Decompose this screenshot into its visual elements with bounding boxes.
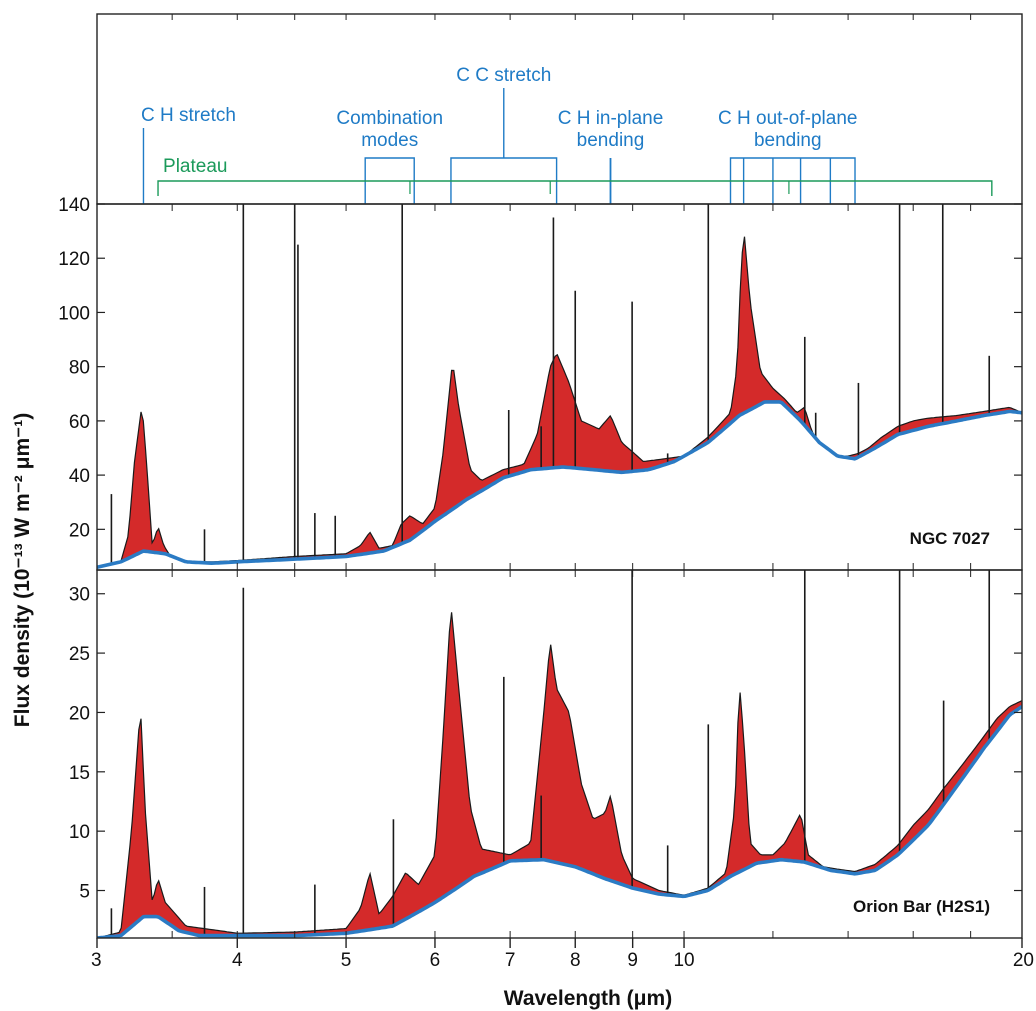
y-tick-label: 60: [69, 412, 90, 433]
x-tick-label: 5: [341, 950, 352, 971]
plateau-label: Plateau: [163, 156, 227, 177]
feature-fill: [97, 236, 1022, 568]
panel-frame: [96, 569, 1023, 939]
continuum-line: [97, 705, 1022, 938]
y-tick-label: 15: [69, 763, 90, 784]
y-tick-label: 5: [79, 882, 90, 903]
x-tick-label: 6: [430, 950, 441, 971]
axes: 3 4 5 6 7 8 9 10 20: [91, 938, 1034, 971]
panel-plot-area: [97, 204, 1022, 570]
panel-label: Orion Bar (H2S1): [853, 897, 990, 916]
panel-plot-area: [97, 570, 1022, 938]
band-label-combination-modes: Combination: [336, 108, 443, 129]
y-axis-title: Flux density (10⁻¹³ W m⁻² μm⁻¹): [11, 413, 34, 727]
x-tick-label: 9: [627, 950, 638, 971]
band-label-ch-out-of-plane: bending: [754, 130, 822, 151]
x-tick-label: 8: [570, 950, 581, 971]
feature-fill: [97, 612, 1022, 938]
x-tick-label: 10: [673, 950, 694, 971]
panel-label: NGC 7027: [910, 529, 990, 548]
y-tick-label: 40: [69, 466, 90, 487]
y-tick-label: 25: [69, 644, 90, 665]
y-tick-label: 30: [69, 585, 90, 606]
band-label-ch-stretch: C H stretch: [141, 105, 236, 126]
spectrum-line: [97, 612, 1022, 938]
x-tick-label: 20: [1013, 950, 1034, 971]
y-tick-label: 140: [58, 195, 90, 216]
y-tick-label: 20: [69, 703, 90, 724]
y-tick-label: 120: [58, 249, 90, 270]
x-tick-label: 4: [232, 950, 243, 971]
x-tick-label: 7: [505, 950, 516, 971]
band-label-combination-modes: modes: [361, 130, 418, 151]
band-label-ch-in-plane: bending: [577, 130, 645, 151]
panel-orion-bar: 5 10 15 20 25 30 Orion Bar (H2S1): [69, 569, 1023, 939]
band-label-ch-out-of-plane: C H out-of-plane: [718, 108, 857, 129]
y-tick-label: 10: [69, 822, 90, 843]
band-label-cc-stretch: C C stretch: [456, 65, 551, 86]
continuum-line: [97, 400, 1022, 570]
panel-ngc7027: 20 40 60 80 100 120 140 NGC 7027: [58, 195, 1023, 571]
x-tick-label: 3: [91, 950, 102, 971]
band-label-ch-in-plane: C H in-plane: [558, 108, 664, 129]
plateau-bracket: [157, 180, 993, 196]
y-tick-label: 80: [69, 358, 90, 379]
x-axis-title: Wavelength (μm): [504, 987, 672, 1010]
y-tick-label: 20: [69, 520, 90, 541]
y-tick-label: 100: [58, 303, 90, 324]
